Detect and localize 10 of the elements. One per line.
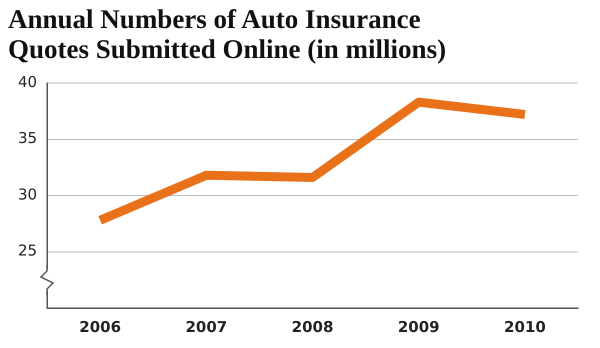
chart-title: Annual Numbers of Auto Insurance Quotes Submitted Online (in millions)	[8, 4, 448, 64]
y-tick-label: 35	[18, 129, 38, 148]
x-tick-label: 2008	[292, 318, 334, 336]
x-tick-label: 2010	[504, 318, 546, 336]
y-tick-label: 30	[18, 185, 38, 204]
x-tick-label: 2007	[185, 318, 228, 336]
x-tick-label: 2006	[79, 318, 122, 336]
x-tick-label: 2009	[398, 318, 440, 336]
y-tick-label: 40	[18, 72, 38, 91]
y-tick-label: 25	[18, 242, 38, 260]
